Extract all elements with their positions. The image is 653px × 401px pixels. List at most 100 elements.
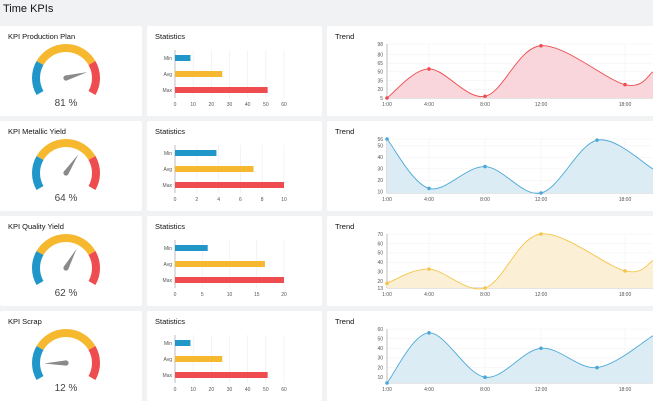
data-point [539, 43, 543, 48]
gauge-chart: 62 % [32, 234, 100, 299]
x-tick-label: 40 [245, 102, 251, 108]
category-label: Max [163, 88, 173, 94]
statistics-card: Statistics 0 5 10 15 20 Min Avg Max [147, 216, 322, 306]
gauge-chart: 64 % [32, 139, 100, 204]
gauge-needle-hub [63, 75, 69, 81]
trend-area-chart: 10 20 30 40 50 60 1:00 4:00 8:00 12:00 18:00 [377, 327, 653, 393]
data-point [623, 269, 627, 273]
category-label: Min [164, 56, 172, 62]
statistics-card: Statistics 0 10 20 30 40 50 60 Min Avg Max [147, 26, 322, 116]
x-tick-label: 20 [281, 292, 287, 298]
data-point [595, 138, 599, 142]
bar [175, 182, 284, 188]
x-tick-label: 15 [254, 292, 260, 298]
gauge-arc-segment [36, 139, 96, 161]
gauge-chart: 12 % [32, 329, 100, 394]
category-label: Min [164, 151, 172, 157]
x-tick-label: 0 [174, 292, 177, 298]
category-label: Avg [163, 167, 172, 173]
x-tick-label: 4 [217, 197, 220, 203]
x-tick-label: 20 [209, 387, 215, 393]
x-tick-label: 4:00 [424, 102, 434, 108]
x-tick-label: 50 [263, 102, 269, 108]
data-point [483, 286, 487, 290]
y-tick-label: 20 [377, 279, 383, 285]
statistics-bar-chart: 0 10 20 30 40 50 60 Min Avg Max [163, 335, 287, 393]
trend-title: Trend [335, 317, 355, 326]
kpi-row: KPI Scrap 12 % Statistics 0 10 20 30 40 50 60 M… [0, 311, 653, 401]
area-fill [387, 332, 653, 383]
data-point [385, 381, 389, 385]
x-tick-label: 8:00 [480, 197, 490, 203]
trend-card: Trend 10 20 30 40 50 60 1:00 4:00 8:00 12:00 18:00 [327, 311, 653, 401]
gauge-arc-segment [36, 329, 96, 351]
x-tick-label: 4:00 [424, 292, 434, 298]
y-tick-label: 60 [377, 241, 383, 247]
x-tick-label: 12:00 [535, 102, 548, 108]
y-tick-label: 60 [377, 327, 383, 333]
trend-card: Trend 13 20 30 40 50 60 70 1:00 4:00 8:00 12:00 18:… [327, 216, 653, 306]
statistics-bar-chart: 0 5 10 15 20 Min Avg Max [163, 240, 287, 298]
gauge-needle [63, 154, 79, 175]
bar [175, 71, 223, 77]
data-point [385, 96, 389, 100]
y-tick-label: 50 [377, 144, 383, 150]
x-tick-label: 18:00 [619, 197, 632, 203]
y-tick-label: 30 [377, 270, 383, 276]
y-tick-label: 56 [377, 137, 383, 143]
category-label: Max [163, 183, 173, 189]
x-tick-label: 18:00 [619, 387, 632, 393]
statistics-title: Statistics [155, 317, 186, 326]
trend-title: Trend [335, 127, 355, 136]
category-label: Avg [163, 72, 172, 78]
x-tick-label: 30 [227, 102, 233, 108]
y-tick-label: 50 [377, 70, 383, 76]
x-tick-label: 60 [281, 387, 287, 393]
y-tick-label: 10 [377, 190, 383, 196]
gauge-arc-segment [32, 251, 44, 285]
gauge-arc-segment [88, 346, 100, 380]
data-point [427, 331, 431, 335]
x-tick-label: 18:00 [619, 102, 632, 108]
x-tick-label: 1:00 [382, 387, 392, 393]
y-tick-label: 20 [377, 178, 383, 184]
y-tick-label: 70 [377, 232, 383, 238]
gauge-arc-segment [32, 156, 44, 190]
statistics-title: Statistics [155, 222, 186, 231]
bar [175, 340, 191, 346]
area-fill [387, 233, 653, 289]
y-tick-label: 40 [377, 346, 383, 352]
area-fill [387, 139, 653, 194]
y-tick-label: 80 [377, 52, 383, 58]
gauge-arc-segment [36, 234, 96, 256]
bar [175, 261, 265, 267]
gauge-value-label: 12 % [55, 383, 78, 394]
x-tick-label: 8:00 [480, 102, 490, 108]
category-label: Avg [163, 262, 172, 268]
gauge-card: KPI Production Plan 81 % [0, 26, 142, 116]
gauge-title: KPI Production Plan [8, 32, 76, 41]
bar [175, 245, 208, 251]
gauge-arc-segment [32, 346, 44, 380]
bar [175, 87, 268, 93]
data-point [483, 164, 487, 169]
gauge-arc-segment [88, 61, 100, 95]
gauge-needle-hub [63, 265, 69, 271]
category-label: Max [163, 373, 173, 379]
x-tick-label: 10 [190, 387, 196, 393]
statistics-card: Statistics 0 2 4 6 8 10 Min Avg Max [147, 121, 322, 211]
statistics-bar-chart: 0 10 20 30 40 50 60 Min Avg Max [163, 50, 287, 108]
trend-title: Trend [335, 32, 355, 41]
x-tick-label: 30 [227, 387, 233, 393]
data-point [427, 186, 431, 191]
gauge-needle [44, 360, 67, 366]
bar [175, 372, 268, 378]
y-tick-label: 13 [377, 286, 383, 292]
x-tick-label: 4:00 [424, 387, 434, 393]
gauge-value-label: 81 % [55, 98, 78, 109]
category-label: Avg [163, 357, 172, 363]
page-title: Time KPIs [3, 3, 54, 15]
area-fill [387, 45, 653, 98]
x-tick-label: 8 [261, 197, 264, 203]
x-tick-label: 20 [209, 102, 215, 108]
